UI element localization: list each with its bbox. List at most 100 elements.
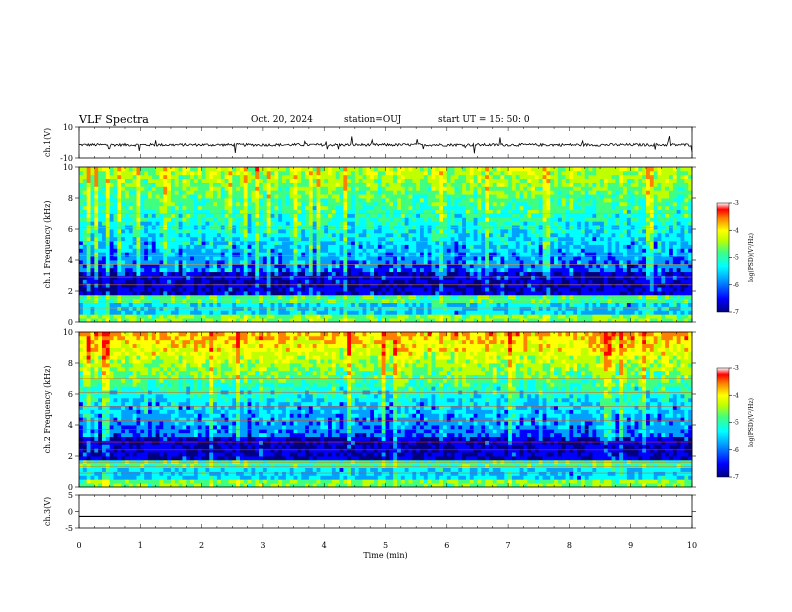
heatmap-cell (308, 291, 314, 296)
heatmap-cell (377, 229, 383, 234)
heatmap-cell (603, 236, 609, 242)
heatmap-cell (435, 314, 440, 319)
heatmap-cell (515, 229, 520, 234)
heatmap-cell (90, 271, 95, 276)
heatmap-cell (305, 287, 310, 292)
heatmap-cell (228, 306, 233, 311)
heatmap-cell (362, 213, 367, 218)
heatmap-cell (282, 267, 287, 273)
heatmap-cell (193, 298, 199, 304)
heatmap-cell (228, 244, 233, 249)
heatmap-cell (381, 248, 386, 253)
heatmap-cell (159, 263, 164, 269)
heatmap-cell (262, 298, 268, 304)
heatmap-cell (450, 291, 455, 296)
heatmap-cell (377, 236, 383, 242)
heatmap-cell (278, 217, 283, 222)
heatmap-cell (186, 306, 191, 311)
heatmap-cell (312, 217, 317, 222)
heatmap-cell (584, 279, 589, 284)
heatmap-cell (132, 248, 137, 253)
heatmap-cell (124, 275, 130, 280)
heatmap-cell (542, 213, 547, 218)
heatmap-cell (469, 310, 475, 315)
heatmap-cell (592, 310, 597, 315)
heatmap-cell (136, 244, 141, 249)
heatmap-cell (554, 263, 559, 269)
heatmap-cell (519, 302, 524, 307)
heatmap-cell (473, 209, 478, 214)
heatmap-cell (278, 283, 283, 288)
heatmap-cell (228, 298, 233, 304)
heatmap-cell (542, 283, 547, 288)
heatmap-cell (672, 236, 678, 242)
heatmap-cell (573, 232, 578, 238)
heatmap-cell (366, 201, 371, 207)
heatmap-cell (213, 298, 218, 304)
heatmap-cell (151, 209, 157, 214)
heatmap-cell (163, 201, 168, 207)
heatmap-cell (308, 201, 314, 207)
heatmap-cell (511, 306, 517, 311)
heatmap-cell (144, 232, 149, 238)
heatmap-cell (634, 279, 639, 284)
heatmap-cell (477, 283, 482, 288)
heatmap-cell (665, 205, 670, 211)
heatmap-cell (370, 283, 375, 288)
heatmap-cell (343, 217, 348, 222)
heatmap-cell (527, 209, 532, 214)
heatmap-cell (638, 306, 643, 311)
heatmap-cell (293, 287, 298, 292)
heatmap-cell (201, 240, 206, 245)
heatmap-cell (312, 279, 317, 284)
heatmap-cell (634, 260, 639, 265)
heatmap-cell (508, 263, 513, 269)
heatmap-cell (661, 213, 666, 218)
heatmap-cell (661, 314, 666, 319)
heatmap-cell (435, 310, 440, 315)
heatmap-cell (79, 306, 84, 311)
heatmap-cell (592, 283, 597, 288)
heatmap-cell (132, 201, 137, 207)
heatmap-cell (600, 306, 605, 311)
heatmap-cell (615, 205, 620, 211)
heatmap-cell (113, 263, 118, 269)
heatmap-cell (101, 232, 107, 238)
heatmap-cell (266, 256, 271, 261)
heatmap-cell (328, 209, 333, 214)
heatmap-cell (393, 279, 398, 284)
heatmap-cell (557, 306, 563, 311)
heatmap-cell (331, 306, 337, 311)
heatmap-cell (335, 252, 340, 257)
heatmap-cell (450, 213, 455, 218)
heatmap-cell (247, 209, 252, 214)
heatmap-cell (98, 298, 103, 304)
heatmap-cell (546, 275, 551, 280)
heatmap-cell (193, 287, 199, 292)
heatmap-cell (469, 271, 475, 276)
heatmap-cell (561, 213, 566, 218)
heatmap-cell (412, 275, 417, 280)
heatmap-cell (155, 244, 160, 249)
heatmap-cell (151, 275, 157, 280)
heatmap-cell (573, 310, 578, 315)
heatmap-cell (228, 217, 233, 222)
heatmap-cell (416, 287, 421, 292)
heatmap-cell (619, 263, 624, 269)
heatmap-cell (178, 291, 183, 296)
heatmap-cell (534, 260, 540, 265)
heatmap-cell (423, 244, 429, 249)
heatmap-cell (117, 221, 122, 226)
heatmap-cell (159, 248, 164, 253)
heatmap-cell (259, 232, 264, 238)
heatmap-cell (289, 283, 294, 288)
heatmap-cell (393, 314, 398, 319)
heatmap-cell (274, 291, 279, 296)
heatmap-cell (592, 271, 597, 276)
heatmap-cell (442, 252, 448, 257)
heatmap-cell (255, 318, 260, 323)
heatmap-cell (573, 217, 578, 222)
heatmap-cell (331, 263, 337, 269)
heatmap-cell (435, 217, 440, 222)
heatmap-cell (469, 209, 475, 214)
